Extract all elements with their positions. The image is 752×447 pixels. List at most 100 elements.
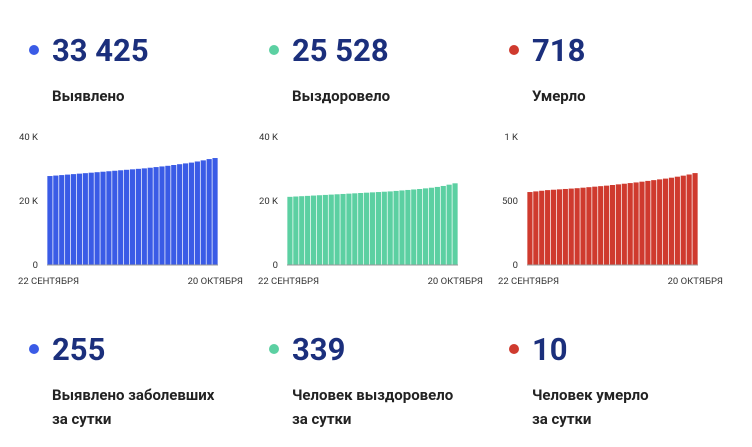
bar (633, 182, 639, 265)
dot (29, 45, 39, 55)
bar (562, 188, 568, 265)
bar (405, 189, 411, 265)
bar (592, 186, 598, 265)
bar (422, 188, 429, 265)
bar (141, 168, 147, 265)
bar (568, 188, 574, 265)
bar (627, 183, 633, 265)
bar (53, 175, 59, 265)
bar (346, 193, 352, 265)
y-tick-label: 40 K (19, 132, 38, 143)
bar (358, 193, 364, 265)
bar (604, 185, 610, 265)
bar (177, 164, 183, 265)
stat-label: Выявлено (52, 87, 124, 105)
bar (692, 173, 698, 265)
dot (269, 45, 279, 55)
bar (100, 171, 106, 265)
y-tick-label: 40 K (259, 132, 278, 143)
stat-value: 718 (532, 32, 585, 69)
bar (668, 177, 675, 265)
bar (147, 167, 153, 265)
bar (82, 173, 88, 265)
bar (135, 168, 141, 265)
bar (657, 179, 663, 265)
bar (322, 194, 328, 265)
bar (76, 173, 83, 265)
bar (539, 190, 545, 265)
dot (29, 344, 39, 354)
stat-value: 33 425 (52, 32, 149, 69)
dot (509, 45, 519, 55)
y-tick-label: 500 (502, 196, 518, 207)
bar (206, 159, 212, 265)
bar (533, 191, 539, 265)
stat-value: 25 528 (292, 32, 389, 69)
bar (352, 193, 358, 265)
bar (639, 181, 645, 265)
bar (129, 169, 136, 265)
bar (299, 196, 305, 265)
bar (364, 192, 370, 265)
x-tick-label: 22 СЕНТЯБРЯ (258, 276, 319, 287)
bar (621, 183, 627, 265)
bar (334, 194, 340, 265)
y-tick-label: 0 (273, 260, 278, 271)
bar (118, 170, 124, 265)
bar (598, 186, 604, 265)
bar (686, 174, 692, 265)
bar (182, 163, 189, 265)
dot (509, 344, 519, 354)
x-tick-label: 22 СЕНТЯБРЯ (498, 276, 559, 287)
stat-label: за сутки (532, 410, 591, 428)
bar (550, 189, 557, 265)
bar (662, 178, 669, 265)
stat-label: за сутки (292, 410, 351, 428)
bar (411, 189, 417, 265)
bar (574, 188, 580, 265)
bar (88, 172, 94, 265)
bar (375, 192, 381, 265)
stat-value: 255 (52, 331, 105, 368)
bar (651, 180, 657, 265)
bar (293, 196, 299, 265)
bar (328, 194, 334, 265)
bar (387, 191, 393, 265)
stat-value: 339 (292, 331, 345, 368)
bar (200, 160, 206, 265)
bar (340, 193, 346, 265)
bar (381, 191, 387, 265)
y-tick-label: 1 K (504, 132, 518, 143)
bar (393, 190, 399, 265)
bar (446, 184, 452, 265)
stat-label: Человек выздоровело (292, 386, 453, 404)
bar (586, 187, 592, 265)
bar (47, 176, 53, 265)
bar (212, 158, 218, 265)
stat-label: Умерло (532, 87, 586, 105)
bar (609, 185, 616, 265)
y-tick-label: 20 K (19, 196, 38, 207)
bar (556, 189, 563, 265)
x-tick-label: 20 ОКТЯБРЯ (188, 276, 243, 287)
bar (440, 185, 446, 265)
y-tick-label: 0 (513, 260, 518, 271)
bar (153, 167, 159, 265)
bar (287, 196, 293, 265)
bar (112, 170, 118, 265)
bar (615, 184, 621, 265)
bar (188, 162, 195, 265)
bar (65, 174, 71, 265)
bar (94, 172, 100, 265)
stat-label: Выздоровело (292, 87, 390, 105)
y-tick-label: 0 (33, 260, 38, 271)
bar (680, 175, 686, 265)
x-tick-label: 22 СЕНТЯБРЯ (18, 276, 79, 287)
bar (645, 180, 651, 265)
bar (194, 161, 200, 265)
bar (310, 195, 317, 265)
bar (70, 174, 77, 265)
bar (106, 171, 112, 265)
bar (316, 195, 323, 265)
